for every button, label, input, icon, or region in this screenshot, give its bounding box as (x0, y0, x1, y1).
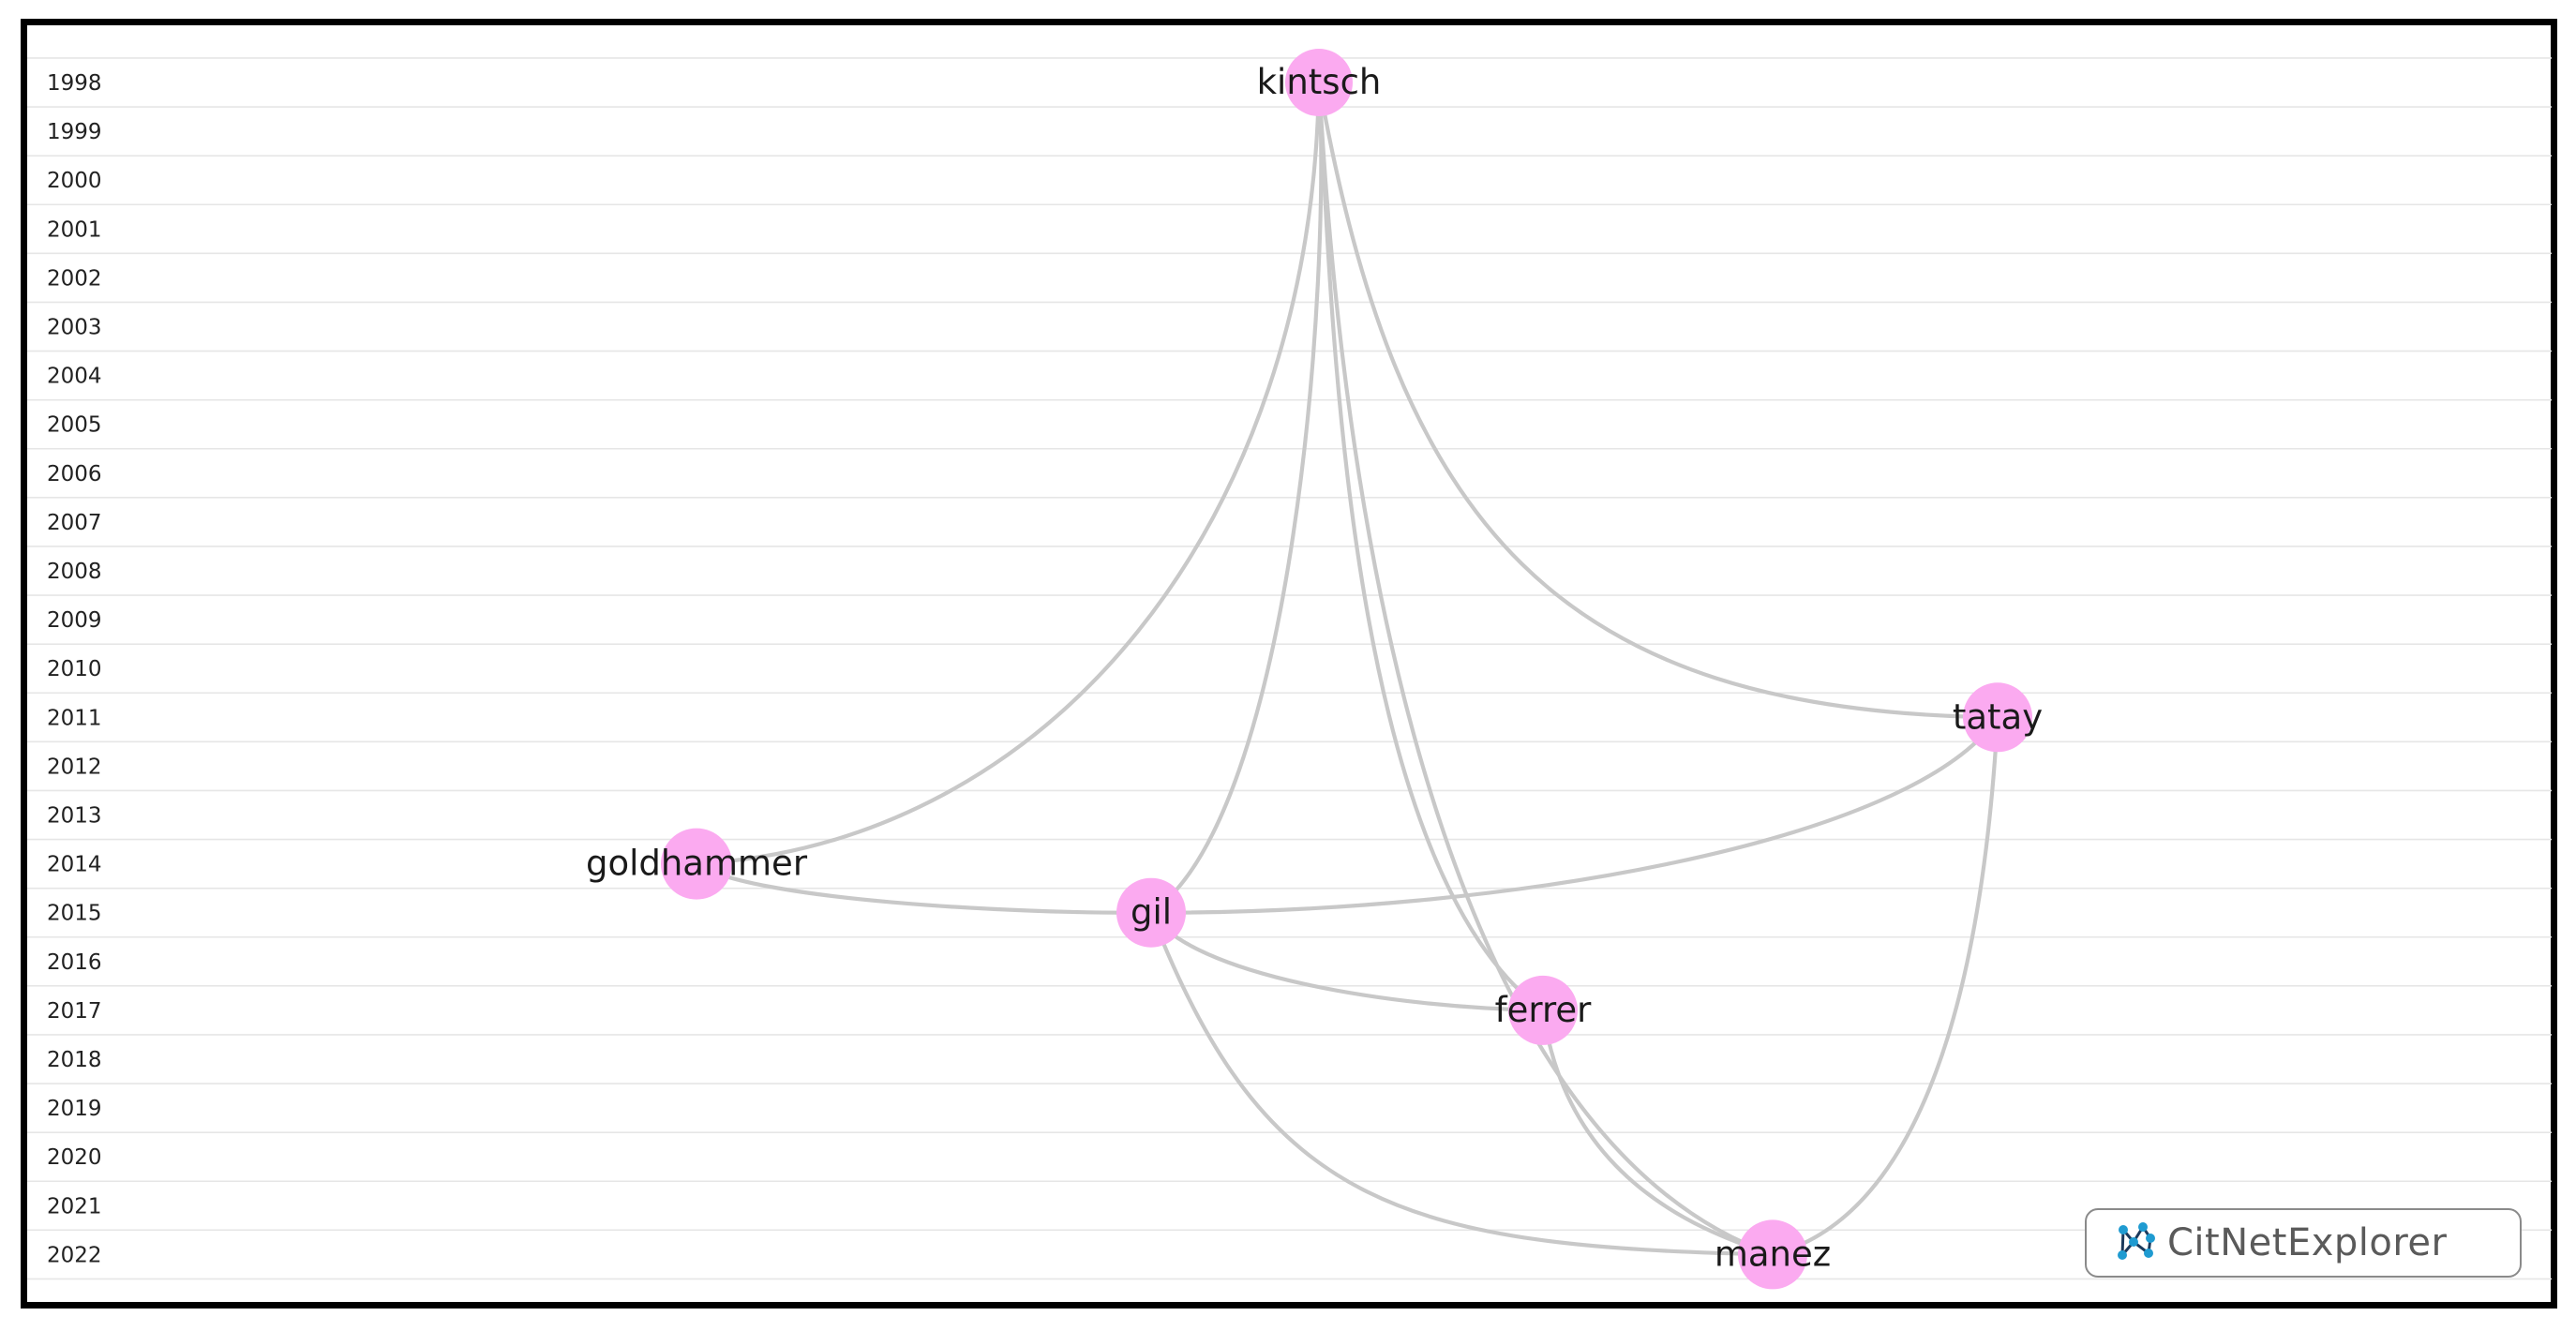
logo-text: CitNetExplorer (2167, 1221, 2448, 1264)
year-label: 2022 (47, 1243, 102, 1267)
year-label: 2013 (47, 804, 102, 829)
year-label: 2017 (47, 999, 102, 1024)
year-label: 2020 (47, 1145, 102, 1170)
node-circle[interactable] (1508, 975, 1578, 1045)
citation-edge-gil-manez (1148, 910, 1775, 1257)
year-label: 2015 (47, 902, 102, 926)
node-label: manez (1715, 1234, 1831, 1274)
node-label: goldhammer (586, 844, 808, 884)
citation-edge-ferrer-manez (1540, 1008, 1775, 1257)
year-label: 2007 (47, 511, 102, 535)
node-label: gil (1131, 892, 1172, 933)
node-circle[interactable] (661, 828, 732, 900)
year-label: 2008 (47, 560, 102, 584)
node-tatay[interactable]: tatay (1953, 682, 2043, 753)
citnetexplorer-logo: CitNetExplorer (2085, 1208, 2522, 1278)
year-label: 2000 (47, 169, 102, 193)
node-label: kintsch (1257, 62, 1382, 102)
network-icon (2118, 1222, 2155, 1260)
year-label: 2019 (47, 1097, 102, 1121)
node-label: tatay (1953, 696, 2043, 737)
year-label: 2010 (47, 657, 102, 681)
year-label: 1999 (47, 120, 102, 144)
citation-edge-gil-ferrer (1148, 910, 1546, 1012)
year-label: 1998 (47, 71, 102, 96)
node-circle[interactable] (1963, 682, 2032, 753)
citation-edge-tatay-manez (1770, 715, 2000, 1257)
year-label: 2004 (47, 365, 102, 389)
year-label: 2018 (47, 1048, 102, 1072)
edge-layer (694, 80, 2000, 1257)
citation-edge-tatay-gil (1148, 715, 2000, 915)
node-gil[interactable]: gil (1116, 877, 1186, 948)
citation-edge-goldhammer-gil (694, 861, 1154, 915)
year-label: 2016 (47, 950, 102, 975)
year-timeline: 1998 1999 2000 2001 2002 2003 2004 2005 2006 2007… (27, 57, 2552, 1280)
node-ferrer[interactable]: ferrer (1495, 975, 1593, 1045)
node-circle[interactable] (1116, 877, 1186, 948)
year-label: 2012 (47, 755, 102, 779)
citation-edge-kintsch-tatay (1316, 80, 2000, 720)
citation-edge-kintsch-manez (1316, 80, 1775, 1257)
citation-edge-kintsch-gil (1148, 80, 1324, 915)
node-layer: kintsch tatay goldhammer gil ferrer manez (586, 49, 2043, 1290)
diagram-frame (21, 19, 2557, 1309)
node-manez[interactable]: manez (1715, 1219, 1831, 1290)
year-label: 2006 (47, 462, 102, 486)
year-label: 2003 (47, 316, 102, 340)
year-label: 2002 (47, 266, 102, 291)
node-label: ferrer (1495, 990, 1593, 1030)
citation-edge-kintsch-goldhammer (694, 80, 1322, 866)
node-goldhammer[interactable]: goldhammer (586, 828, 808, 900)
node-circle[interactable] (1738, 1219, 1807, 1290)
year-label: 2005 (47, 413, 102, 438)
node-kintsch[interactable]: kintsch (1257, 49, 1382, 116)
year-label: 2011 (47, 706, 102, 730)
year-label: 2014 (47, 853, 102, 877)
year-label: 2001 (47, 217, 102, 242)
node-circle[interactable] (1285, 49, 1353, 116)
year-label: 2009 (47, 608, 102, 633)
year-label: 2021 (47, 1194, 102, 1219)
